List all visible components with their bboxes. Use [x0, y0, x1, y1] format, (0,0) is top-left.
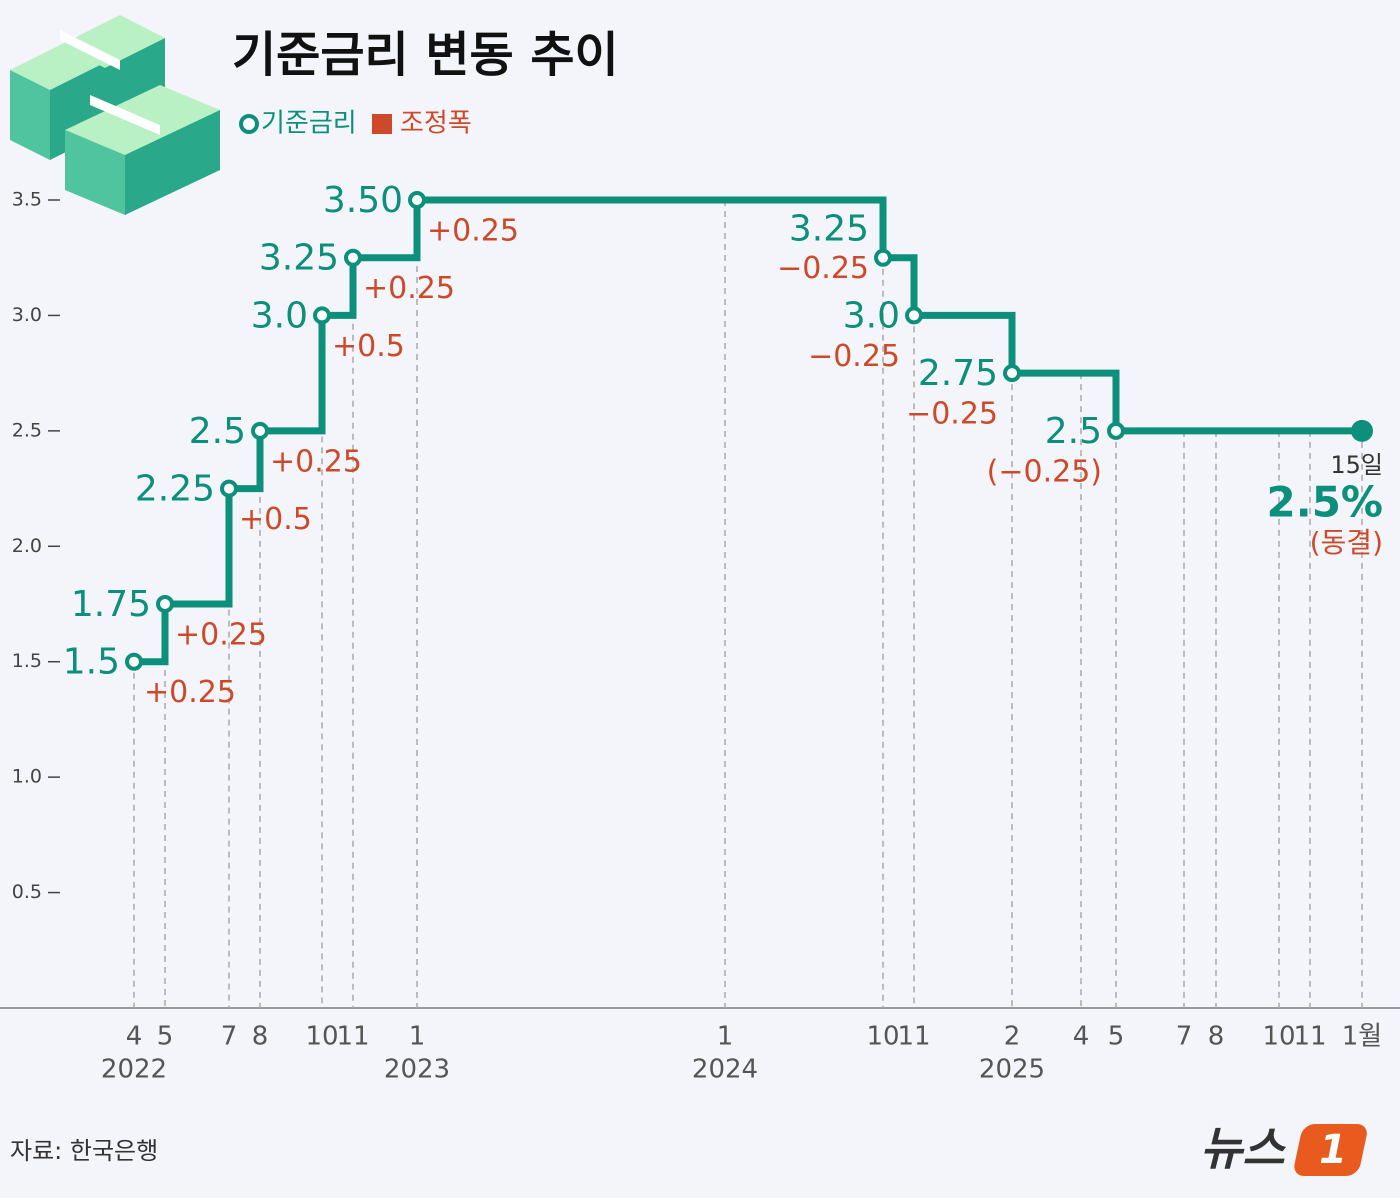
x-tick-label: 11 — [336, 1022, 369, 1052]
x-tick-label: 7 — [221, 1022, 238, 1052]
y-tick-label: 0.5 — [12, 881, 42, 903]
x-tick-label: 2 — [1004, 1022, 1021, 1052]
value-label: 2.5% — [1267, 478, 1383, 527]
legend-marker — [372, 114, 392, 134]
rate-marker — [1107, 421, 1125, 440]
y-tick-label: 1.5 — [12, 650, 42, 672]
change-label: −0.25 — [808, 339, 900, 374]
rate-marker — [874, 248, 892, 267]
value-label: 3.25 — [789, 209, 869, 250]
rate-marker — [251, 421, 269, 440]
chart-title: 기준금리 변동 추이 — [232, 27, 619, 83]
value-label: 3.25 — [259, 238, 339, 279]
value-label: 3.0 — [843, 295, 900, 336]
rate-marker — [125, 652, 143, 671]
x-tick-label: 1 — [717, 1022, 734, 1052]
x-tick-label: 1월 — [1342, 1022, 1382, 1052]
rate-marker — [156, 595, 174, 613]
legend-label: 조정폭 — [400, 109, 472, 139]
value-label: 2.5 — [189, 411, 246, 452]
x-tick-label: 10 — [866, 1022, 899, 1052]
value-label: 2.75 — [918, 353, 998, 394]
logo-text: 뉴스 — [1200, 1122, 1286, 1176]
value-label: 3.50 — [323, 180, 403, 221]
y-tick-label: 3.0 — [12, 304, 42, 326]
x-year-label: 2025 — [979, 1055, 1045, 1085]
value-label: 2.5 — [1045, 411, 1102, 452]
legend-label: 기준금리 — [261, 109, 357, 139]
rate-marker — [220, 479, 238, 498]
rate-marker — [313, 306, 331, 325]
y-tick-label: 1.0 — [12, 766, 42, 788]
value-label: 2.25 — [135, 469, 215, 510]
money-icon — [10, 15, 220, 215]
change-label: +0.25 — [175, 618, 267, 653]
x-tick-label: 8 — [1208, 1022, 1225, 1052]
y-tick-label: 2.0 — [12, 535, 42, 557]
value-label: 1.75 — [71, 584, 151, 625]
x-year-label: 2023 — [384, 1055, 450, 1085]
x-tick-label: 10 — [1262, 1022, 1295, 1052]
x-tick-label: 8 — [252, 1022, 269, 1052]
change-label: −0.25 — [906, 397, 998, 432]
x-tick-label: 5 — [1108, 1022, 1125, 1052]
change-label: +0.25 — [144, 675, 236, 710]
change-label: +0.25 — [363, 271, 455, 306]
change-label: (−0.25) — [987, 454, 1102, 489]
rate-line — [134, 196, 1362, 666]
logo-badge — [1294, 1124, 1367, 1176]
annotation: 15일 — [1330, 451, 1383, 479]
change-label: +0.5 — [332, 329, 405, 364]
rate-marker-end — [1351, 419, 1373, 442]
change-label: −0.25 — [777, 251, 869, 286]
x-year-label: 2024 — [692, 1055, 758, 1085]
change-label: +0.5 — [239, 502, 312, 537]
legend-marker — [239, 114, 259, 134]
legend: 기준금리 조정폭 — [239, 109, 472, 139]
value-label: 1.5 — [63, 642, 120, 683]
annotation: (동결) — [1310, 526, 1383, 559]
change-label: +0.25 — [270, 444, 362, 479]
x-tick-label: 4 — [126, 1022, 143, 1052]
rate-marker — [905, 306, 923, 325]
x-tick-label: 5 — [157, 1022, 174, 1052]
rate-marker — [1003, 364, 1021, 383]
source: 자료: 한국은행 — [10, 1137, 158, 1165]
x-tick-label: 4 — [1073, 1022, 1090, 1052]
rate-marker — [344, 248, 362, 267]
x-tick-label: 7 — [1176, 1022, 1193, 1052]
x-tick-label: 1 — [409, 1022, 426, 1052]
x-year-label: 2022 — [101, 1055, 167, 1085]
y-tick-label: 2.5 — [12, 419, 42, 441]
x-tick-label: 10 — [305, 1022, 338, 1052]
x-tick-label: 11 — [897, 1022, 930, 1052]
rate-marker — [408, 191, 426, 209]
logo-number: 1 — [1319, 1127, 1347, 1173]
x-tick-label: 11 — [1293, 1022, 1326, 1052]
value-label: 3.0 — [251, 295, 308, 336]
y-tick-label: 3.5 — [12, 189, 42, 211]
change-label: +0.25 — [427, 214, 519, 249]
